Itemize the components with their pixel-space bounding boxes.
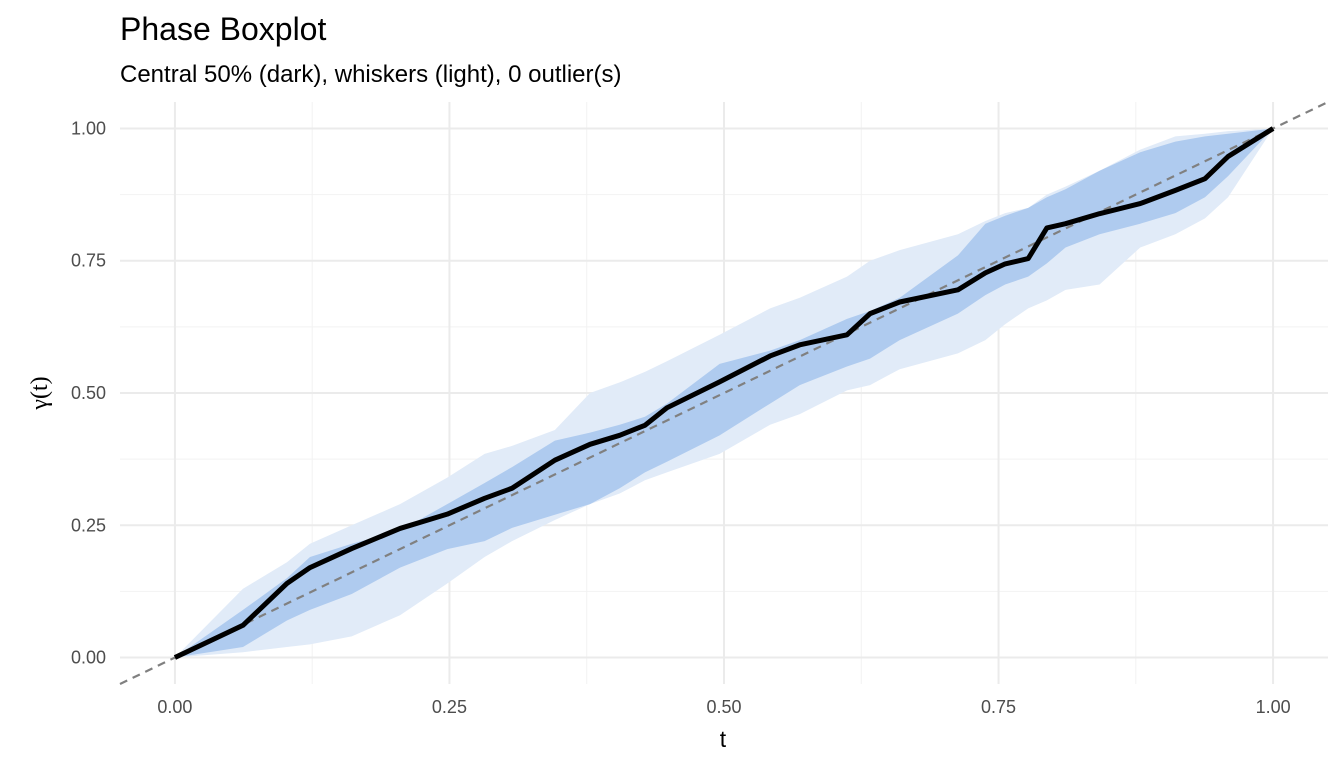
y-tick-label: 1.00	[71, 118, 106, 138]
x-tick-label: 1.00	[1256, 697, 1291, 717]
chart-title: Phase Boxplot	[120, 11, 326, 47]
x-tick-label: 0.75	[981, 697, 1016, 717]
y-tick-label: 0.00	[71, 648, 106, 668]
x-tick-label: 0.00	[157, 697, 192, 717]
median-line	[173, 126, 1275, 660]
y-tick-label: 0.75	[71, 251, 106, 271]
x-axis-title: t	[720, 726, 727, 752]
y-tick-label: 0.25	[71, 515, 106, 535]
chart-subtitle: Central 50% (dark), whiskers (light), 0 …	[120, 61, 621, 88]
x-tick-label: 0.50	[706, 697, 741, 717]
x-tick-label: 0.25	[432, 697, 467, 717]
y-tick-label: 0.50	[71, 383, 106, 403]
y-axis-title: γ(t)	[27, 376, 53, 410]
